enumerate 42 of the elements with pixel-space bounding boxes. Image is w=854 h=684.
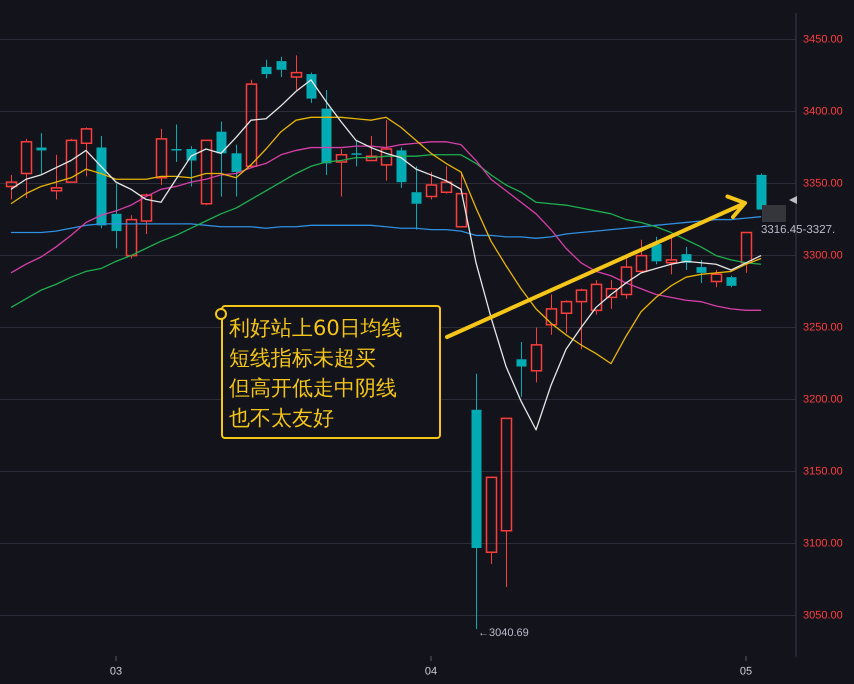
- candlestick: [530, 327, 542, 383]
- y-tick-label: 3050.00: [803, 610, 843, 622]
- annotation: 利好站上60日均线: [229, 315, 404, 342]
- annotation: 也不太友好: [229, 405, 335, 432]
- candlestick: [710, 269, 722, 288]
- x-tick-label: 05: [740, 666, 752, 678]
- y-tick-label: 3400.00: [803, 106, 843, 118]
- candlestick: [560, 300, 572, 334]
- candlestick: [456, 172, 468, 228]
- candlestick: [80, 126, 92, 177]
- y-tick-label: 3350.00: [803, 178, 843, 190]
- y-tick-label: 3300.00: [803, 250, 843, 262]
- y-tick-label: 3100.00: [803, 538, 843, 550]
- y-tick-label: 3450.00: [803, 34, 843, 46]
- annotation: 3316.45-3327.: [761, 224, 836, 236]
- candlestick: [546, 294, 558, 336]
- y-tick-label: 3150.00: [803, 466, 843, 478]
- x-tick-label: 03: [110, 666, 122, 678]
- candlestick: [6, 174, 18, 200]
- candlestick: [50, 154, 62, 200]
- candlestick: [486, 476, 498, 564]
- x-tick-label: 04: [424, 666, 438, 678]
- candlestick: [20, 138, 32, 198]
- y-tick-label: 3200.00: [803, 394, 843, 406]
- candlestick: [380, 120, 392, 182]
- candlestick: [606, 280, 618, 310]
- candlestick: [426, 172, 438, 200]
- candlestick: [366, 136, 378, 162]
- annotation: 但高开低走中阴线: [229, 375, 398, 402]
- candlestick: [740, 232, 752, 274]
- candlestick: [290, 54, 302, 90]
- candlestick: [636, 239, 648, 272]
- candlestick: [500, 418, 512, 588]
- candlestick: [156, 128, 168, 186]
- annotation: 短线指标未超买: [229, 345, 377, 372]
- candlestick: [576, 288, 588, 350]
- y-tick-label: 3250.00: [803, 322, 843, 334]
- candlestick: [336, 148, 348, 198]
- annotation: ←3040.69: [478, 627, 529, 640]
- candlestick: [140, 193, 152, 234]
- candlestick: [620, 256, 632, 300]
- candlestick: [440, 166, 452, 194]
